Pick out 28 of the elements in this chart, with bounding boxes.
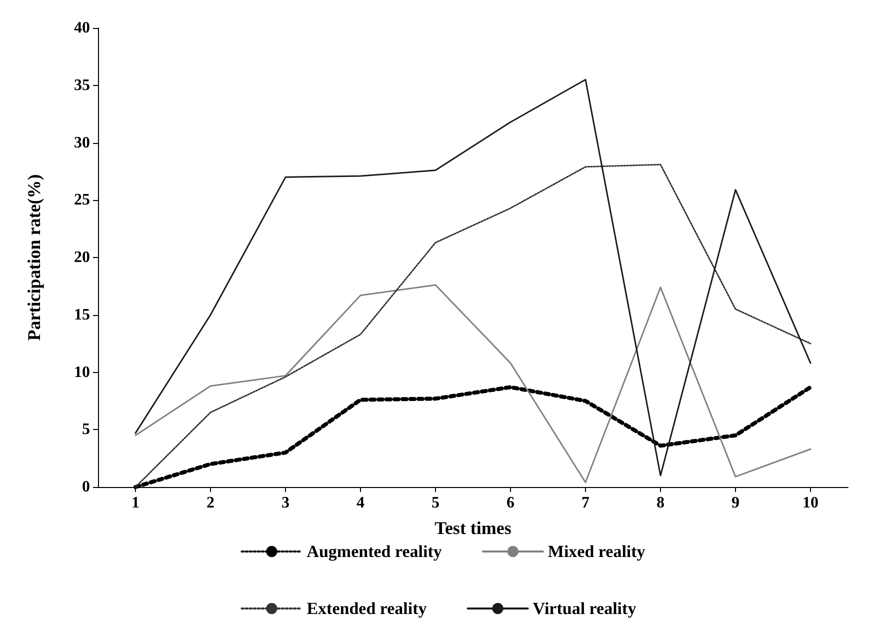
legend-label: Virtual reality <box>532 599 637 618</box>
x-tick-label: 6 <box>506 494 514 512</box>
y-tick-label: 15 <box>74 306 90 324</box>
y-tick-label: 0 <box>82 478 90 496</box>
x-tick-label: 8 <box>656 494 664 512</box>
x-tick-label: 7 <box>582 494 590 512</box>
x-tick-label: 4 <box>356 494 364 512</box>
x-tick-label: 5 <box>432 494 440 512</box>
x-tick-label: 1 <box>132 494 140 512</box>
y-tick-label: 5 <box>82 421 90 438</box>
legend-label: Mixed reality <box>548 542 646 561</box>
x-tick-label: 9 <box>732 494 740 512</box>
y-tick-label: 25 <box>74 192 90 209</box>
legend-label: Extended reality <box>306 599 428 618</box>
line-series <box>134 78 812 476</box>
line-series <box>134 164 812 488</box>
x-axis-title: Test times <box>434 518 512 538</box>
y-tick-label: 20 <box>74 249 90 266</box>
x-tick-label: 2 <box>206 494 214 512</box>
x-tick-label: 10 <box>802 494 818 512</box>
y-tick-label: 40 <box>74 20 90 36</box>
legend-label: Augmented reality <box>306 542 442 561</box>
y-tick-label: 10 <box>74 364 90 381</box>
line-series <box>134 284 812 484</box>
y-axis-title: Participation rate(%) <box>24 174 44 341</box>
y-tick-label: 35 <box>74 76 90 94</box>
y-tick-label: 30 <box>74 134 90 152</box>
x-tick-label: 3 <box>282 494 290 512</box>
